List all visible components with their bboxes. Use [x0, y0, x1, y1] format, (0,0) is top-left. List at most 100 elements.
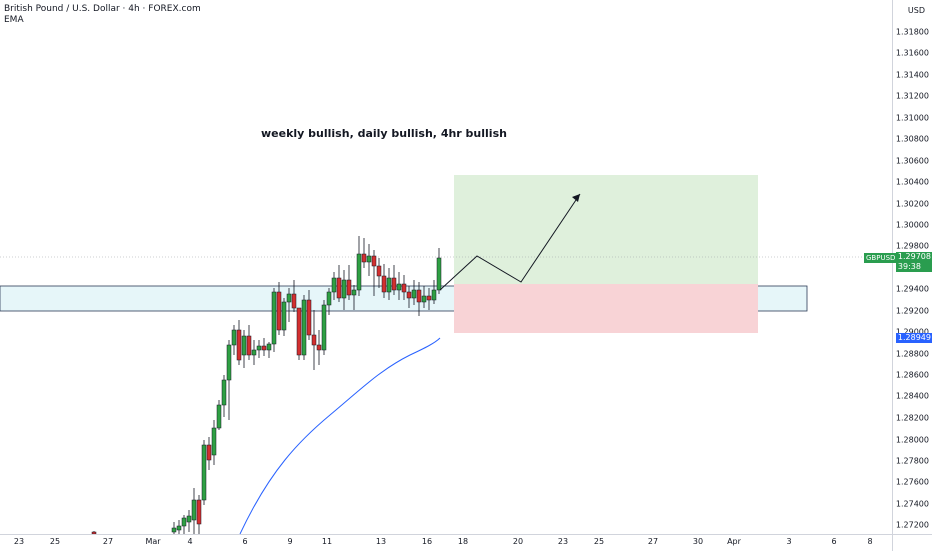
candle	[246, 335, 252, 356]
price-tick: 1.29800	[895, 241, 929, 251]
candle	[221, 379, 227, 406]
price-tick: 1.31600	[895, 48, 929, 58]
candle	[296, 307, 302, 356]
candle	[411, 289, 417, 299]
time-tick: 25	[49, 537, 61, 546]
candle	[421, 295, 427, 303]
time-tick: 16	[421, 537, 433, 546]
candle	[371, 255, 377, 267]
candle	[381, 275, 387, 293]
time-tick: 23	[13, 537, 25, 546]
bar-countdown: 39:38	[897, 262, 921, 271]
candle	[241, 335, 247, 356]
projection-path	[439, 193, 581, 291]
time-tick: 13	[375, 537, 387, 546]
price-chart[interactable]	[0, 0, 892, 534]
candle	[341, 279, 347, 299]
time-tick: 27	[102, 537, 114, 546]
price-tick: 1.30000	[895, 220, 929, 230]
candle	[351, 289, 357, 296]
candle	[331, 277, 337, 293]
time-tick: Apr	[727, 537, 741, 546]
price-tick: 1.29200	[895, 306, 929, 316]
time-tick: 9	[287, 537, 293, 546]
symbol-title: British Pound / U.S. Dollar · 4h · FOREX…	[4, 4, 201, 14]
candle	[416, 289, 422, 303]
stop-zone	[454, 284, 758, 333]
candle	[436, 257, 442, 291]
candle	[391, 277, 397, 291]
candle	[311, 334, 317, 346]
candle	[426, 295, 432, 301]
time-tick: 4	[187, 537, 193, 546]
candle	[251, 349, 257, 356]
time-tick: Mar	[145, 537, 161, 546]
candle	[271, 291, 277, 345]
candle	[326, 291, 332, 306]
price-tick: 1.27600	[895, 477, 929, 487]
currency-label[interactable]: USD	[907, 6, 925, 15]
candle	[286, 293, 292, 303]
candle	[406, 291, 412, 299]
price-tick: 1.28200	[895, 413, 929, 423]
candle	[306, 299, 312, 336]
candle	[281, 301, 287, 331]
price-tick: 1.29400	[895, 284, 929, 294]
candle	[231, 329, 237, 346]
candle	[401, 283, 407, 293]
candle	[276, 291, 282, 331]
price-tick: 1.28800	[895, 349, 929, 359]
candle	[261, 345, 267, 351]
axis-corner	[892, 534, 932, 551]
price-tick: 1.31000	[895, 113, 929, 123]
candle	[376, 265, 382, 277]
price-tick: 1.27200	[895, 520, 929, 530]
ema-price-label: 1.28949	[895, 333, 932, 343]
candle	[301, 299, 307, 356]
price-tick: 1.31800	[895, 27, 929, 37]
candle	[186, 515, 192, 523]
time-tick: 3	[786, 537, 792, 546]
time-tick: 11	[321, 537, 333, 546]
price-tick: 1.28000	[895, 435, 929, 445]
candle	[206, 444, 212, 461]
candle	[356, 253, 362, 291]
text-annotation[interactable]: weekly bullish, daily bullish, 4hr bulli…	[261, 127, 507, 140]
candle	[181, 517, 187, 527]
candle	[431, 289, 437, 301]
candle	[91, 531, 97, 534]
candle	[346, 279, 352, 296]
indicator-label-ema[interactable]: EMA	[4, 15, 24, 25]
price-tick: 1.30800	[895, 134, 929, 144]
candle	[396, 283, 402, 291]
time-tick: 8	[867, 537, 873, 546]
time-tick: 6	[242, 537, 248, 546]
time-tick: 25	[593, 537, 605, 546]
projection-arrowhead	[572, 194, 580, 202]
price-tick: 1.30400	[895, 177, 929, 187]
time-tick: 6	[831, 537, 837, 546]
candle	[256, 345, 262, 351]
chart-pane[interactable]: British Pound / U.S. Dollar · 4h · FOREX…	[0, 0, 892, 534]
price-tick: 1.28400	[895, 391, 929, 401]
time-tick: 18	[457, 537, 469, 546]
candle	[176, 525, 182, 531]
last-price-label: 1.29708 39:38	[895, 252, 932, 272]
time-tick: 23	[557, 537, 569, 546]
candle	[171, 527, 177, 533]
time-tick: 30	[692, 537, 704, 546]
candle	[366, 255, 372, 263]
candle	[321, 304, 327, 351]
candle	[361, 253, 367, 263]
candle	[216, 404, 222, 429]
candle	[236, 329, 242, 361]
candle	[316, 344, 322, 351]
candle	[226, 344, 232, 381]
candle	[266, 343, 272, 351]
target-zone	[454, 175, 758, 284]
candle	[201, 444, 207, 501]
price-axis[interactable]: USD 1.31800 1.31600 1.31400 1.31200 1.31000 1…	[892, 0, 932, 534]
price-tick: 1.30200	[895, 199, 929, 209]
ema-line	[239, 337, 441, 534]
time-axis[interactable]: 23 25 27 Mar 4 6 9 11 13 16 18 20 23 25 27 30 Apr 3 6 8	[0, 534, 892, 551]
